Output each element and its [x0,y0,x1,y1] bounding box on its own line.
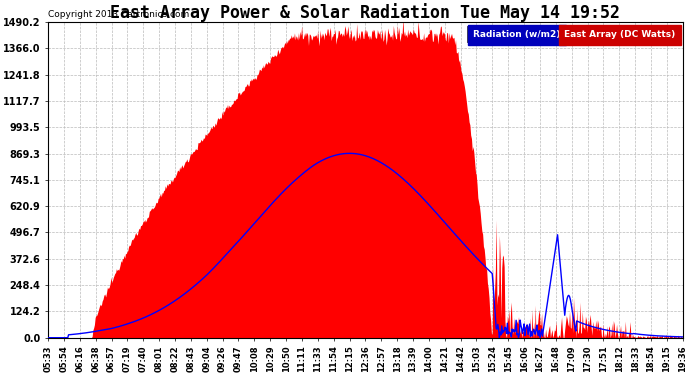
Title: East Array Power & Solar Radiation Tue May 14 19:52: East Array Power & Solar Radiation Tue M… [110,3,620,22]
Text: Copyright 2013 Cartronics.com: Copyright 2013 Cartronics.com [48,10,189,19]
Legend: Radiation (w/m2), East Array (DC Watts): Radiation (w/m2), East Array (DC Watts) [467,27,678,42]
